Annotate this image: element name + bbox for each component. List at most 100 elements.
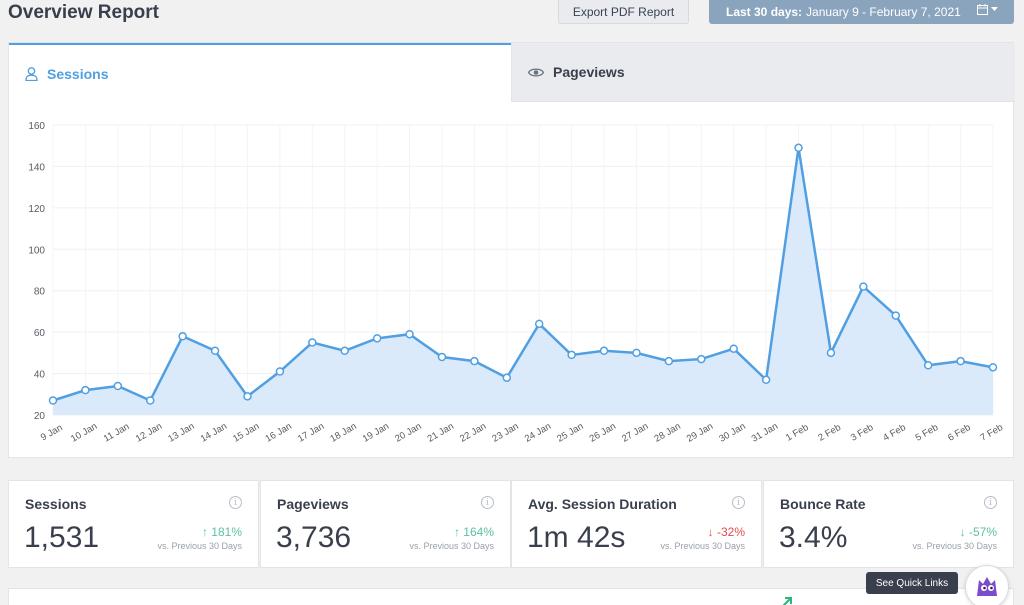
x-tick-label: 11 Jan bbox=[102, 421, 132, 444]
overview-chart-panel: Sessions Pageviews 20 40 60 80 100 120 140 160 9… bbox=[8, 42, 1015, 458]
y-tick-label: 100 bbox=[28, 245, 45, 256]
data-point bbox=[826, 348, 836, 358]
x-tick-label: 18 Jan bbox=[328, 421, 358, 445]
bottom-panel bbox=[8, 588, 1014, 605]
data-point bbox=[340, 346, 349, 356]
x-tick-label: 30 Jan bbox=[717, 421, 747, 445]
series-line bbox=[52, 147, 994, 403]
data-point bbox=[664, 356, 674, 366]
trending-arrow-icon bbox=[781, 595, 793, 605]
y-tick-label: 140 bbox=[28, 162, 45, 173]
x-tick-label: 5 Feb bbox=[914, 422, 941, 444]
data-point bbox=[178, 332, 187, 341]
stat-comparison: vs. Previous 30 Days bbox=[912, 541, 997, 551]
info-icon[interactable]: i bbox=[732, 496, 745, 509]
x-tick-label: 16 Jan bbox=[264, 421, 294, 445]
y-tick-label: 60 bbox=[34, 328, 46, 339]
data-point bbox=[534, 319, 544, 329]
stat-value: 1,531 bbox=[24, 521, 100, 554]
x-tick-label: 25 Jan bbox=[555, 421, 585, 445]
stat-change: ↑ 181% bbox=[201, 525, 242, 539]
stat-comparison: vs. Previous 30 Days bbox=[157, 541, 242, 551]
data-point bbox=[48, 396, 58, 405]
user-icon bbox=[25, 66, 38, 81]
stat-label: Bounce Rate bbox=[780, 496, 866, 512]
data-point bbox=[599, 346, 609, 356]
quick-links-button[interactable]: See Quick Links bbox=[866, 572, 958, 594]
data-point bbox=[372, 334, 382, 343]
data-point bbox=[761, 375, 771, 385]
caret-down-icon bbox=[991, 7, 998, 11]
data-point bbox=[243, 392, 252, 401]
x-tick-label: 31 Jan bbox=[750, 421, 780, 445]
stat-change: ↓ -57% bbox=[959, 525, 997, 539]
x-tick-label: 23 Jan bbox=[490, 421, 520, 445]
stat-change: ↑ 164% bbox=[453, 525, 494, 539]
data-point bbox=[502, 373, 512, 382]
data-point bbox=[956, 356, 965, 366]
data-point bbox=[275, 367, 285, 376]
stat-comparison: vs. Previous 30 Days bbox=[660, 541, 745, 551]
x-tick-label: 6 Feb bbox=[946, 422, 973, 444]
stat-card-sessions: Sessions i 1,531 ↑ 181% vs. Previous 30 … bbox=[8, 480, 259, 568]
x-tick-label: 27 Jan bbox=[620, 421, 650, 445]
arrow-down-icon: ↓ bbox=[959, 525, 966, 539]
data-point bbox=[405, 329, 414, 339]
arrow-up-icon: ↑ bbox=[453, 525, 460, 539]
y-tick-label: 80 bbox=[34, 287, 46, 298]
date-range-button[interactable]: Last 30 days: January 9 - February 7, 20… bbox=[709, 0, 1014, 24]
x-tick-label: 22 Jan bbox=[458, 421, 488, 445]
data-point bbox=[470, 356, 479, 366]
stat-change: ↓ -32% bbox=[707, 525, 745, 539]
stat-card-pageviews: Pageviews i 3,736 ↑ 164% vs. Previous 30… bbox=[260, 480, 511, 568]
y-tick-label: 160 bbox=[28, 121, 45, 132]
data-point bbox=[697, 354, 706, 364]
data-point bbox=[891, 311, 901, 320]
stat-label: Sessions bbox=[25, 496, 87, 512]
stat-card-avg-session-duration: Avg. Session Duration i 1m 42s ↓ -32% vs… bbox=[511, 480, 762, 568]
x-tick-label: 15 Jan bbox=[231, 421, 261, 445]
data-point bbox=[437, 352, 447, 362]
calendar-dropdown bbox=[977, 4, 998, 15]
x-tick-label: 24 Jan bbox=[523, 421, 553, 445]
info-icon[interactable]: i bbox=[984, 496, 997, 509]
tab-sessions-label: Sessions bbox=[47, 65, 109, 82]
stat-label: Pageviews bbox=[277, 496, 349, 512]
x-tick-label: 12 Jan bbox=[134, 421, 164, 445]
tab-pageviews[interactable]: Pageviews bbox=[511, 43, 1015, 102]
x-tick-label: 3 Feb bbox=[849, 422, 876, 444]
x-tick-label: 20 Jan bbox=[393, 421, 423, 445]
page-title: Overview Report bbox=[8, 2, 159, 23]
calendar-icon bbox=[977, 4, 988, 15]
x-tick-label: 26 Jan bbox=[588, 421, 618, 445]
tab-sessions[interactable]: Sessions bbox=[9, 43, 511, 102]
monsterinsights-mascot-icon[interactable] bbox=[965, 565, 1009, 605]
x-tick-label: 28 Jan bbox=[653, 421, 683, 445]
info-icon[interactable]: i bbox=[229, 496, 242, 509]
info-icon[interactable]: i bbox=[481, 496, 494, 509]
sessions-area-chart: 20 40 60 80 100 120 140 160 9 Jan 10 Jan 11 Jan 12 … bbox=[28, 121, 1005, 445]
x-tick-label: 29 Jan bbox=[685, 421, 715, 445]
data-point bbox=[794, 143, 803, 153]
x-tick-label: 7 Feb bbox=[978, 422, 1005, 444]
x-tick-label: 2 Feb bbox=[816, 422, 843, 444]
data-point bbox=[859, 282, 868, 291]
data-point bbox=[308, 338, 317, 347]
stat-value: 3,736 bbox=[276, 521, 352, 554]
stat-value: 3.4% bbox=[779, 521, 848, 554]
y-tick-label: 20 bbox=[34, 411, 46, 422]
arrow-up-icon: ↑ bbox=[201, 525, 208, 539]
x-tick-label: 4 Feb bbox=[881, 422, 908, 444]
tab-pageviews-label: Pageviews bbox=[553, 64, 625, 80]
x-tick-label: 21 Jan bbox=[426, 421, 456, 445]
arrow-down-icon: ↓ bbox=[707, 525, 714, 539]
date-range-prefix: Last 30 days: bbox=[726, 5, 803, 19]
data-point bbox=[210, 346, 220, 356]
x-tick-label: 14 Jan bbox=[199, 421, 229, 445]
x-tick-label: 19 Jan bbox=[361, 421, 391, 445]
export-pdf-button[interactable]: Export PDF Report bbox=[558, 0, 689, 24]
x-tick-label: 17 Jan bbox=[296, 421, 326, 445]
data-point bbox=[81, 385, 90, 395]
stat-comparison: vs. Previous 30 Days bbox=[409, 541, 494, 551]
data-point bbox=[923, 361, 933, 370]
